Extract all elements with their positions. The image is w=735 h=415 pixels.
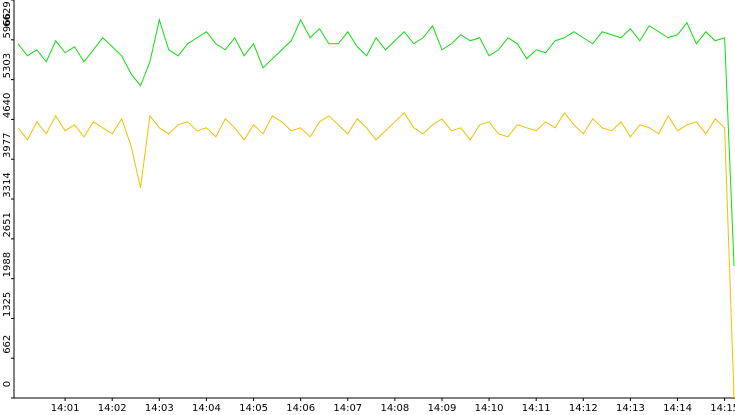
y-tick-label: 662 (2, 335, 13, 354)
x-tick-label: 14:04 (192, 403, 221, 414)
x-tick-label: 14:02 (98, 403, 127, 414)
x-tick-label: 14:05 (239, 403, 268, 414)
x-tick-label: 14:15 (710, 403, 735, 414)
y-tick-label: 6629 (2, 1, 13, 26)
x-tick-label: 14:03 (145, 403, 174, 414)
y-tick-label: 0 (2, 381, 13, 387)
x-tick-label: 14:07 (333, 403, 362, 414)
y-tick-label: 4640 (2, 93, 13, 118)
y-tick-label: 2651 (2, 212, 13, 237)
x-tick-label: 14:12 (569, 403, 598, 414)
x-tick-label: 14:11 (522, 403, 551, 414)
x-tick-label: 14:14 (663, 403, 692, 414)
y-tick-label: 1325 (2, 292, 13, 317)
x-tick-label: 14:10 (475, 403, 504, 414)
series-line (17, 17, 735, 266)
x-tick-label: 14:09 (428, 403, 457, 414)
y-tick-label: 3314 (2, 172, 13, 197)
y-tick-label: 5303 (2, 53, 13, 78)
y-tick-label: 3977 (2, 132, 13, 157)
y-tick-label: 1988 (2, 252, 13, 277)
y-tick-label: 5966 (2, 13, 13, 38)
x-tick-label: 14:06 (286, 403, 315, 414)
x-tick-label: 14:01 (51, 403, 80, 414)
x-tick-label: 14:13 (616, 403, 645, 414)
series-line (17, 111, 735, 399)
x-tick-label: 14:08 (380, 403, 409, 414)
